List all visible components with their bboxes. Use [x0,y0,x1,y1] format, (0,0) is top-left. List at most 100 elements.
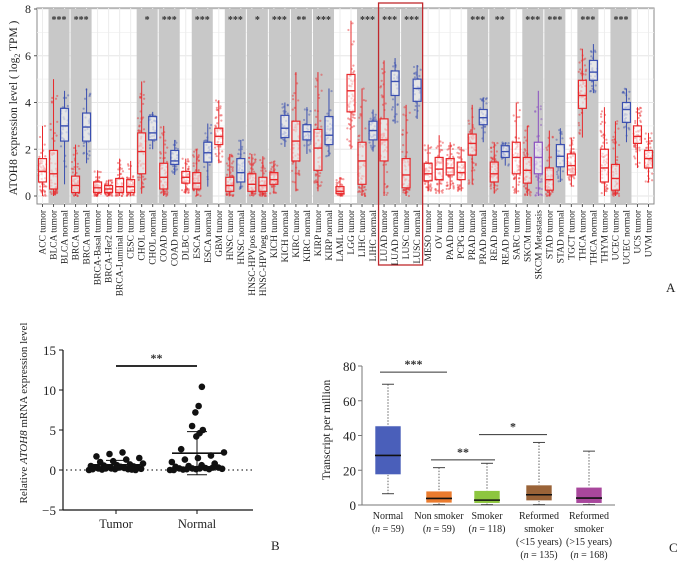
data-point [439,182,442,185]
data-point [296,82,299,85]
data-point [231,168,234,171]
data-point [280,142,283,145]
data-point [282,110,285,113]
data-point [56,190,59,193]
data-point [513,190,517,193]
data-point [418,74,421,78]
data-point [358,189,361,193]
data-point [539,105,542,108]
data-point [38,155,41,158]
data-point [359,113,362,116]
data-point [633,145,636,148]
data-point [166,191,169,194]
x-tick-label: CHOL normal [149,210,159,265]
data-point [452,182,455,185]
data-point [617,194,621,197]
data-point [346,138,349,141]
data-point [639,106,642,109]
data-point [139,96,142,99]
data-point [163,156,166,160]
data-point [128,177,131,180]
data-point [573,177,576,180]
x-tick-label: Reformed [569,511,609,522]
data-point [351,113,355,116]
data-point [198,189,201,192]
data-point [335,181,338,184]
data-point [340,183,343,186]
data-point [611,192,614,195]
data-point [446,148,449,151]
data-point [633,155,636,158]
x-tick-label: BRCA-Her2 tumor [105,209,115,283]
data-point [381,72,384,75]
data-point [456,156,460,159]
x-tick-label: PCPG tumor [457,209,467,259]
data-point [469,128,473,132]
data-point [545,146,548,149]
data-point [165,160,169,163]
data-point [53,192,56,195]
x-tick-label: GBM tumor [215,209,225,257]
data-point [116,173,120,177]
data-point [456,183,459,187]
data-point [220,119,223,122]
data-point [551,190,554,194]
data-point [502,142,505,145]
data-point [94,193,97,196]
x-tick-label: Non smoker [414,511,464,522]
data-point [248,162,252,165]
data-point [517,183,520,186]
data-point [600,191,603,195]
data-point [534,194,537,197]
data-point [269,170,272,173]
data-point [425,186,428,189]
data-point [192,162,195,165]
data-point [55,191,59,194]
data-point [594,84,597,87]
data-point [522,141,525,144]
data-point [606,187,609,190]
box-kirc-tumor [291,72,301,192]
data-point [227,168,230,171]
box-iqr [357,141,367,185]
x-tick-label: THYM tumor [600,209,610,263]
box-iqr [115,177,125,194]
data-point [42,183,46,186]
data-point [392,65,395,68]
data-point [127,164,130,167]
x-tick-label: READ normal [501,210,511,266]
data-point [391,98,395,101]
data-point [297,99,300,102]
data-point [329,109,332,112]
data-point [612,141,615,144]
data-point [555,138,558,141]
data-point [634,145,637,148]
x-tick-label: Tumor [99,517,133,531]
data-point [76,194,79,197]
data-point [296,188,299,191]
significance-label: * [510,420,516,434]
data-point [315,115,318,118]
data-point [149,144,152,147]
data-point [347,117,350,120]
x-tick-label: BRCA tumor [72,209,82,260]
data-point [380,94,383,97]
data-point [67,94,70,97]
data-point [186,158,190,161]
data-point [578,132,581,135]
x-tick-label: UCEC tumor [611,209,621,260]
data-point [186,187,189,190]
data-point [351,22,354,25]
data-point [51,96,54,99]
box-iqr [170,149,180,166]
data-point [357,190,360,194]
data-point [341,184,344,187]
data-point [39,188,42,191]
y-tick-label: 60 [343,394,356,409]
data-point [326,112,329,115]
data-point [219,105,222,108]
data-point [166,193,169,197]
box-iqr [401,158,411,189]
data-point [108,193,111,196]
data-point [40,189,43,193]
